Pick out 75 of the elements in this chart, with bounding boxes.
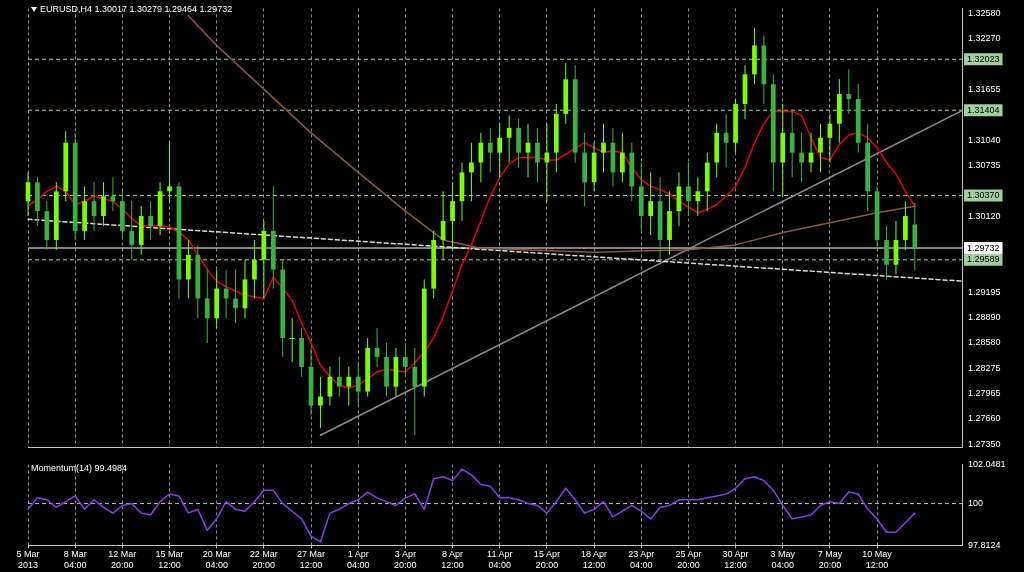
candlestick [620, 132, 625, 183]
candlestick [478, 132, 484, 183]
candlestick [148, 200, 154, 241]
y-tick-label: 1.29195 [968, 286, 1001, 297]
y-tick-label: 97.8124 [968, 539, 1001, 550]
candlestick [233, 269, 238, 324]
y-tick-label: 1.32270 [968, 33, 1001, 44]
x-tick-label: 7 May 20:00 [817, 549, 843, 571]
x-tick-label: 11 Apr 04:00 [487, 549, 513, 571]
y-tick-label: 1.28580 [968, 337, 1001, 348]
x-tick-label: 5 Mar 2013 [16, 549, 40, 571]
x-tick-label: 22 Mar 20:00 [249, 549, 278, 571]
y-tick-label: 1.30735 [968, 159, 1001, 170]
candlestick [686, 161, 691, 217]
x-tick-label: 15 Apr 20:00 [533, 549, 560, 571]
ref-line-label: 1.31404 [967, 104, 1000, 115]
y-tick-label: 102.0481 [968, 458, 1006, 469]
ref-line-label: 1.29589 [967, 254, 1000, 265]
x-tick-label: 15 Mar 12:00 [155, 549, 184, 571]
candlestick [601, 123, 606, 173]
candlestick [846, 68, 852, 115]
y-tick-label: 1.27350 [968, 438, 1001, 449]
chart-title: Momentum(14) 99.4984 [31, 463, 128, 474]
y-tick-label: 1.27965 [968, 388, 1001, 399]
x-tick-label: 8 Apr 12:00 [441, 549, 464, 571]
candlestick [101, 181, 106, 227]
y-tick-label: 1.32580 [968, 7, 1001, 18]
candlestick [252, 239, 257, 299]
candlestick [167, 142, 172, 202]
x-tick-label: 10 May 12:00 [862, 549, 893, 571]
candlestick [487, 127, 493, 173]
candlestick [903, 200, 908, 251]
candlestick [648, 171, 654, 236]
x-tick-label: 18 Apr 12:00 [581, 549, 608, 571]
x-tick-label: 27 Mar 12:00 [297, 549, 326, 571]
candlestick [412, 347, 418, 436]
candlestick [346, 366, 352, 407]
candlestick [695, 176, 701, 217]
x-tick-label: 30 Apr 12:00 [722, 549, 749, 571]
ref-line-label: 1.29732 [967, 242, 1000, 253]
candlestick [789, 108, 795, 178]
y-tick-label: 1.27660 [968, 413, 1001, 424]
x-tick-label: 3 May 04:00 [770, 549, 796, 571]
candlestick [289, 317, 295, 363]
candlestick [403, 342, 408, 378]
candlestick [355, 361, 361, 407]
candlestick [497, 123, 503, 178]
x-tick-label: 23 Apr 04:00 [628, 549, 655, 571]
candlestick [723, 113, 729, 168]
candlestick [912, 202, 918, 271]
candlestick [336, 356, 342, 398]
x-tick-label: 20 Mar 04:00 [202, 549, 231, 571]
candlestick [506, 115, 512, 163]
y-tick-label: 1.28275 [968, 362, 1001, 373]
candlestick [469, 142, 474, 202]
y-tick-label: 1.30120 [968, 210, 1001, 221]
candlestick [535, 127, 540, 183]
candlestick [204, 269, 210, 344]
y-tick-label: 1.28890 [968, 311, 1001, 322]
y-tick-label: 100 [968, 498, 984, 509]
x-tick-label: 3 Apr 20:00 [394, 549, 417, 571]
candlestick [799, 132, 804, 183]
chart-title: EURUSD,H4 1.30017 1.30279 1.29464 1.29732 [40, 4, 233, 15]
ref-line-label: 1.32023 [967, 53, 1000, 64]
candlestick [318, 376, 323, 429]
x-tick-label: 8 Mar 04:00 [63, 549, 87, 571]
y-tick-label: 1.31655 [968, 84, 1001, 95]
candlestick [129, 200, 135, 261]
x-tick-label: 25 Apr 20:00 [675, 549, 702, 571]
ref-line-label: 1.30370 [967, 189, 1000, 200]
x-tick-label: 1 Apr 04:00 [346, 549, 370, 571]
candlestick [450, 181, 455, 251]
candlestick [818, 123, 823, 173]
y-tick-label: 1.31040 [968, 134, 1001, 145]
x-tick-label: 12 Mar 20:00 [108, 549, 137, 571]
